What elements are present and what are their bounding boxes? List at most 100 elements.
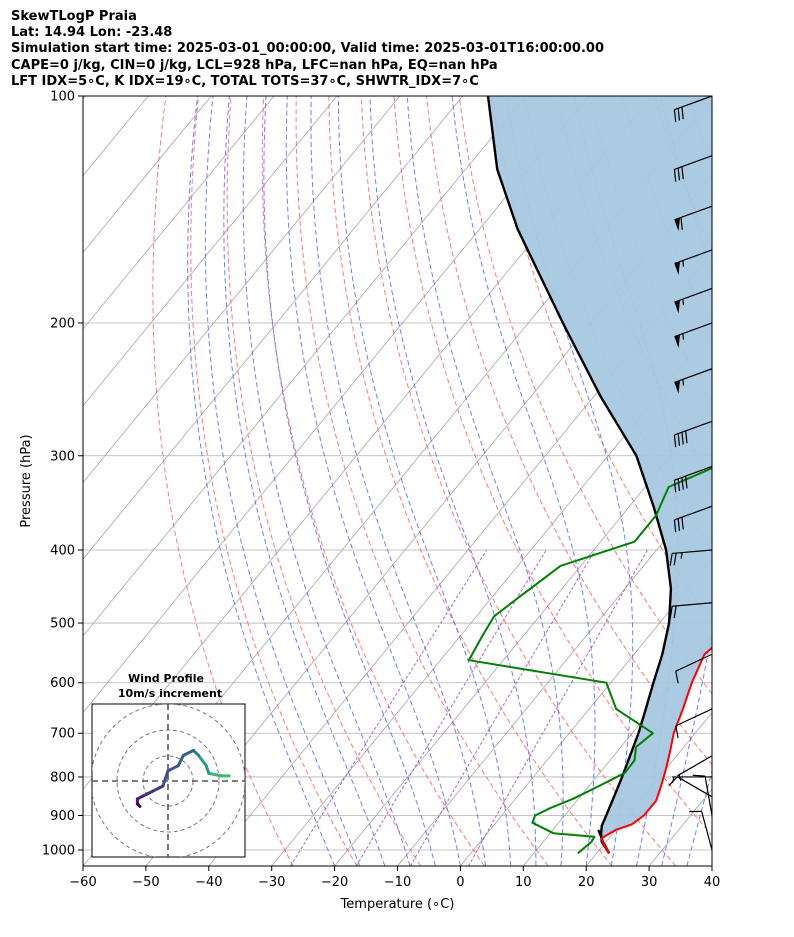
dry-adiabat bbox=[426, 96, 712, 766]
x-tick-label: −10 bbox=[384, 875, 411, 890]
wind-barb-staff bbox=[677, 755, 713, 777]
x-tick-label: 40 bbox=[704, 875, 721, 890]
wind-barb-full bbox=[673, 605, 677, 619]
x-tick-label: −40 bbox=[195, 875, 222, 890]
wind-barb-full bbox=[677, 167, 681, 181]
wind-barb-half bbox=[682, 299, 685, 306]
wind-barb-staff bbox=[675, 708, 713, 727]
moist-adiabat bbox=[337, 96, 512, 866]
y-tick-label: 300 bbox=[50, 449, 75, 464]
wind-barb bbox=[673, 95, 713, 123]
wind-barb-staff bbox=[701, 811, 713, 851]
wind-barb-full bbox=[681, 106, 684, 120]
wind-barb-staff bbox=[704, 776, 713, 816]
moist-adiabat bbox=[187, 96, 336, 866]
axes: −60 −50 −40 −30 −20 −10 0 10 20 30 40 100 200 300 400 5… bbox=[19, 90, 720, 913]
wind-barb-full bbox=[685, 476, 688, 489]
y-tick-label: 700 bbox=[50, 727, 75, 742]
dry-adiabat bbox=[261, 96, 485, 866]
wind-barb-full bbox=[677, 108, 681, 121]
isotherm bbox=[775, 96, 794, 866]
wind-barb-staff bbox=[674, 287, 713, 303]
y-tick-label: 200 bbox=[50, 316, 75, 331]
wind-barb-full bbox=[669, 606, 673, 619]
isotherm bbox=[83, 96, 86, 100]
wind-barb-full bbox=[673, 480, 677, 493]
hodograph-segment bbox=[135, 802, 142, 808]
wind-barb-full bbox=[673, 434, 677, 448]
wind-barb-full bbox=[677, 478, 681, 492]
wind-barb-staff bbox=[674, 465, 713, 481]
dry-adiabat bbox=[226, 96, 422, 866]
x-tick-label: −50 bbox=[132, 875, 159, 890]
wind-barb bbox=[674, 249, 713, 275]
wind-barbs bbox=[668, 95, 713, 851]
wind-barb-staff bbox=[674, 322, 713, 338]
dry-adiabat bbox=[752, 96, 794, 866]
wind-barb bbox=[673, 420, 713, 448]
dry-adiabat bbox=[190, 96, 358, 866]
mixing-ratio-line bbox=[355, 549, 547, 866]
moist-adiabat bbox=[223, 96, 386, 866]
wind-barb-flag bbox=[674, 300, 681, 314]
isotherm bbox=[83, 96, 338, 407]
wind-barb-half bbox=[682, 260, 685, 267]
wind-barb-staff bbox=[672, 602, 713, 607]
isotherm bbox=[711, 865, 712, 866]
moist-adiabat bbox=[369, 96, 537, 866]
isotherm bbox=[83, 96, 401, 484]
moist-adiabat bbox=[263, 96, 436, 866]
moist-adiabat bbox=[310, 96, 487, 866]
wind-barb-full bbox=[675, 725, 679, 739]
wind-barb-full bbox=[675, 671, 679, 684]
wind-barb-half bbox=[682, 333, 685, 340]
isotherm bbox=[83, 96, 464, 560]
wind-barb-staff bbox=[677, 776, 713, 798]
wind-barb-full bbox=[668, 776, 678, 787]
dry-adiabat bbox=[393, 96, 712, 837]
x-tick-label: 30 bbox=[641, 875, 658, 890]
isotherm bbox=[208, 251, 712, 866]
y-tick-label: 600 bbox=[50, 676, 75, 691]
x-tick-label: −20 bbox=[321, 875, 348, 890]
dry-adiabat bbox=[328, 96, 613, 866]
wind-barb-staff bbox=[674, 249, 713, 265]
dry-adiabat bbox=[720, 96, 794, 866]
title-location: Lat: 14.94 Lon: -23.48 bbox=[11, 25, 173, 40]
title-indices-1: CAPE=0 j/kg, CIN=0 j/kg, LCL=928 hPa, LF… bbox=[11, 58, 498, 73]
profile-lines bbox=[467, 96, 712, 855]
wind-barb-full bbox=[677, 433, 681, 446]
x-tick-label: 10 bbox=[515, 875, 532, 890]
wind-barb-staff bbox=[674, 420, 713, 436]
wind-barb-full bbox=[681, 517, 684, 530]
wind-barb-full bbox=[681, 166, 684, 180]
dewpoint-line bbox=[467, 467, 712, 855]
wind-barb-full bbox=[669, 553, 673, 566]
parcel-profile-line bbox=[486, 96, 673, 854]
isotherm bbox=[83, 96, 589, 714]
wind-barb bbox=[669, 549, 713, 566]
hodograph-segment bbox=[166, 764, 180, 773]
wind-barb-staff bbox=[675, 653, 713, 672]
x-tick-label: 0 bbox=[456, 875, 464, 890]
wind-barb-staff bbox=[674, 155, 713, 170]
wind-barb-flag bbox=[674, 380, 681, 394]
moist-adiabat bbox=[242, 96, 411, 866]
wind-barb bbox=[674, 287, 713, 314]
wind-barb bbox=[673, 505, 713, 533]
inset-title: Wind Profile bbox=[128, 672, 204, 685]
y-tick-label: 900 bbox=[50, 809, 75, 824]
moist-adiabat bbox=[737, 96, 794, 866]
wind-barb bbox=[669, 602, 713, 619]
wind-barb-full bbox=[673, 169, 677, 182]
y-tick-label: 500 bbox=[50, 617, 75, 632]
wind-barb-full bbox=[692, 774, 706, 777]
isotherm bbox=[397, 481, 712, 866]
dry-adiabat bbox=[785, 96, 794, 866]
isotherm bbox=[460, 558, 712, 866]
y-tick-label: 100 bbox=[50, 90, 75, 105]
wind-barb-full bbox=[677, 518, 681, 531]
wind-barb-staff bbox=[674, 95, 713, 111]
x-tick-label: 20 bbox=[578, 875, 595, 890]
